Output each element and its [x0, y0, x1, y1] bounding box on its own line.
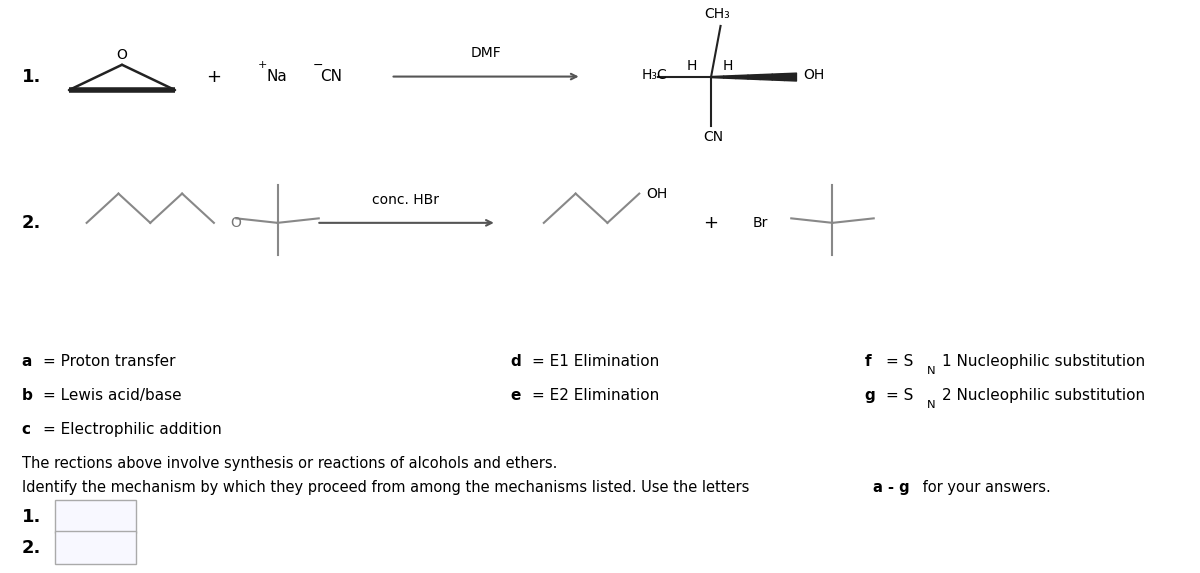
- Text: CH₃: CH₃: [704, 7, 730, 21]
- Text: O: O: [116, 48, 127, 62]
- Text: CN: CN: [320, 69, 342, 84]
- Text: DMF: DMF: [470, 46, 502, 60]
- Text: = E2 Elimination: = E2 Elimination: [532, 388, 659, 403]
- FancyBboxPatch shape: [55, 531, 136, 564]
- Text: conc. HBr: conc. HBr: [372, 193, 439, 207]
- Text: 2 Nucleophilic substitution: 2 Nucleophilic substitution: [942, 388, 1145, 403]
- Text: O: O: [230, 216, 241, 230]
- Text: 2.: 2.: [22, 539, 41, 557]
- Text: +: +: [206, 68, 221, 85]
- Text: 1.: 1.: [22, 508, 41, 526]
- Text: 1 Nucleophilic substitution: 1 Nucleophilic substitution: [942, 354, 1145, 370]
- Text: = S: = S: [886, 388, 913, 403]
- Text: OH: OH: [647, 187, 667, 201]
- Text: g: g: [864, 388, 875, 403]
- Text: N: N: [926, 366, 935, 376]
- Text: Na: Na: [266, 69, 288, 84]
- Text: H₃C: H₃C: [642, 68, 667, 83]
- Text: a - g: a - g: [872, 480, 910, 494]
- Text: Identify the mechanism by which they proceed from among the mechanisms listed. U: Identify the mechanism by which they pro…: [22, 480, 754, 494]
- Text: = Proton transfer: = Proton transfer: [43, 354, 175, 370]
- FancyBboxPatch shape: [55, 500, 136, 533]
- Text: d: d: [511, 354, 522, 370]
- Text: = Lewis acid/base: = Lewis acid/base: [43, 388, 181, 403]
- Text: 2.: 2.: [22, 214, 41, 232]
- Text: N: N: [926, 400, 935, 410]
- Text: 1.: 1.: [22, 68, 41, 85]
- Text: OH: OH: [803, 68, 824, 83]
- Text: CN: CN: [703, 130, 724, 144]
- Text: b: b: [22, 388, 32, 403]
- Text: = Electrophilic addition: = Electrophilic addition: [43, 422, 222, 437]
- Text: = E1 Elimination: = E1 Elimination: [532, 354, 659, 370]
- Text: H: H: [686, 60, 697, 73]
- Text: a: a: [22, 354, 32, 370]
- Text: Br: Br: [752, 216, 768, 230]
- Text: +: +: [258, 60, 266, 70]
- Text: for your answers.: for your answers.: [918, 480, 1051, 494]
- Text: = S: = S: [886, 354, 913, 370]
- Text: e: e: [511, 388, 521, 403]
- Text: −: −: [313, 59, 323, 72]
- Text: c: c: [22, 422, 31, 437]
- Text: f: f: [864, 354, 871, 370]
- Text: +: +: [703, 214, 719, 232]
- Text: H: H: [722, 60, 733, 73]
- Text: The rections above involve synthesis or reactions of alcohols and ethers.: The rections above involve synthesis or …: [22, 456, 557, 470]
